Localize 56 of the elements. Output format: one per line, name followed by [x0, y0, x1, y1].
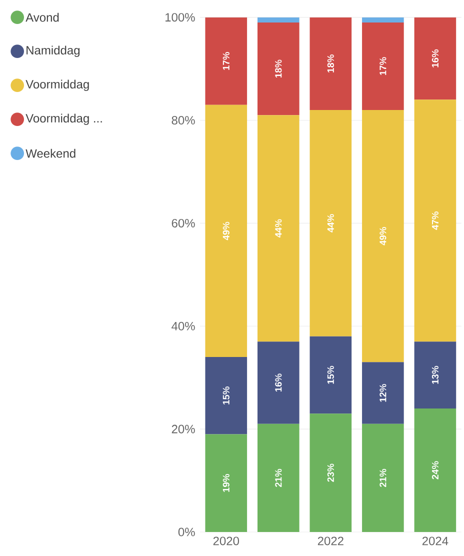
data-label: 17% [380, 57, 386, 75]
legend-label: Weekend [26, 148, 76, 158]
data-label: 21% [380, 468, 386, 487]
y-tick-label: 80% [172, 116, 195, 125]
bar [414, 408, 456, 532]
bar [205, 357, 248, 434]
x-tick-label: 2020 [213, 536, 240, 546]
data-label: 16% [275, 374, 282, 392]
bar [310, 336, 352, 414]
bar [205, 17, 248, 105]
legend-label: Voormiddag ... [26, 114, 102, 125]
y-tick-label: 0% [178, 528, 195, 536]
x-tick-label: 2024 [422, 536, 448, 546]
y-tick-label: 20% [172, 424, 195, 434]
bar [362, 22, 404, 110]
data-label: 18% [327, 54, 334, 72]
legend-label: Avond [26, 12, 59, 22]
bar [362, 424, 404, 532]
bar [414, 100, 456, 342]
data-label: 23% [327, 464, 334, 482]
x-tick-label: 2022 [318, 536, 344, 546]
bar [414, 342, 456, 408]
data-label: 44% [275, 219, 282, 238]
bar [310, 17, 352, 110]
bar [257, 424, 300, 532]
bar [257, 115, 300, 342]
data-label: 24% [432, 461, 438, 480]
bar [257, 22, 300, 116]
bar [362, 17, 404, 22]
y-tick-label: 100% [166, 13, 195, 22]
bar [205, 104, 248, 358]
legend-label: Namiddag [26, 46, 80, 57]
bar [310, 414, 352, 532]
bar [414, 17, 456, 100]
data-label: 17% [222, 52, 230, 70]
bar [205, 434, 248, 532]
bar [310, 110, 352, 336]
data-label: 19% [222, 474, 230, 492]
data-label: 44% [327, 214, 334, 232]
bar [257, 342, 300, 424]
data-label: 49% [222, 222, 230, 240]
data-label: 47% [432, 212, 438, 230]
y-tick-label: 60% [172, 218, 195, 228]
bar [257, 17, 300, 22]
data-label: 16% [432, 49, 438, 68]
data-label: 15% [327, 366, 334, 384]
legend-label: Voormiddag [26, 80, 89, 91]
data-label: 15% [222, 386, 230, 404]
data-label: 49% [380, 226, 386, 246]
bar [362, 362, 404, 424]
data-label: 13% [432, 366, 439, 384]
bar [362, 110, 404, 362]
y-tick-label: 40% [172, 322, 195, 330]
data-label: 12% [380, 384, 386, 402]
data-label: 21% [275, 468, 282, 487]
data-label: 18% [275, 60, 282, 78]
